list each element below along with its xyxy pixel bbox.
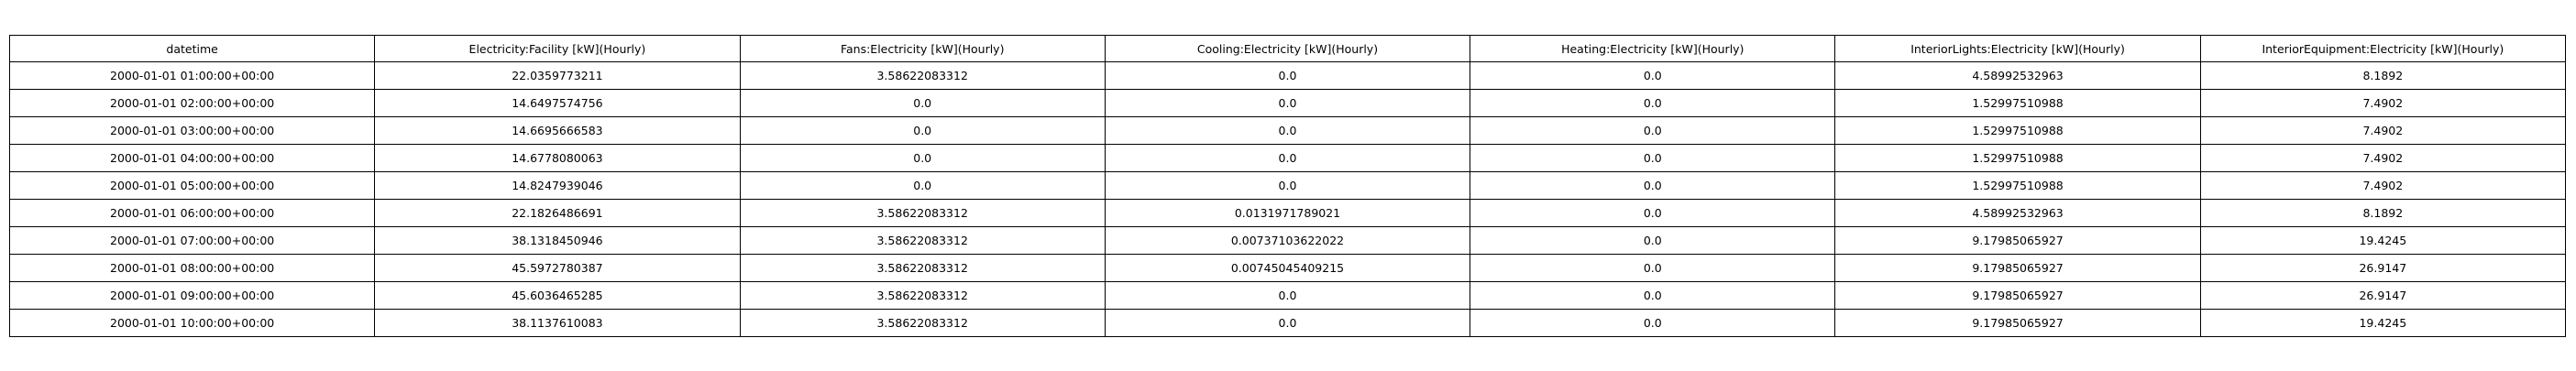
column-header-cooling-electricity: Cooling:Electricity [kW](Hourly) — [1104, 35, 1471, 62]
cell-interior-lights-electricity: 1.52997510988 — [1834, 171, 2201, 200]
table-row: 2000-01-01 09:00:00+00:00 45.6036465285 3.… — [8, 281, 2567, 310]
cell-interior-equipment-electricity: 26.9147 — [2199, 281, 2567, 310]
cell-fans-electricity: 0.0 — [739, 89, 1106, 117]
cell-fans-electricity: 3.58622083312 — [739, 199, 1106, 227]
table-row: 2000-01-01 05:00:00+00:00 14.8247939046 0.… — [8, 171, 2567, 200]
cell-datetime: 2000-01-01 09:00:00+00:00 — [8, 281, 376, 310]
cell-electricity-facility: 38.1318450946 — [374, 226, 741, 255]
cell-heating-electricity: 0.0 — [1470, 309, 1836, 337]
cell-electricity-facility: 38.1137610083 — [374, 309, 741, 337]
cell-cooling-electricity: 0.00737103622022 — [1104, 226, 1471, 255]
cell-heating-electricity: 0.0 — [1470, 89, 1836, 117]
cell-datetime: 2000-01-01 06:00:00+00:00 — [8, 199, 376, 227]
cell-heating-electricity: 0.0 — [1470, 226, 1836, 255]
cell-heating-electricity: 0.0 — [1470, 254, 1836, 282]
cell-electricity-facility: 14.6778080063 — [374, 144, 741, 172]
cell-heating-electricity: 0.0 — [1470, 116, 1836, 145]
table-header: datetime Electricity:Facility [kW](Hourl… — [8, 35, 2567, 62]
cell-fans-electricity: 3.58622083312 — [739, 226, 1106, 255]
cell-heating-electricity: 0.0 — [1470, 199, 1836, 227]
cell-datetime: 2000-01-01 04:00:00+00:00 — [8, 144, 376, 172]
column-header-interior-equipment-electricity: InteriorEquipment:Electricity [kW](Hourl… — [2199, 35, 2567, 62]
cell-cooling-electricity: 0.0 — [1104, 144, 1471, 172]
cell-electricity-facility: 45.6036465285 — [374, 281, 741, 310]
cell-electricity-facility: 22.0359773211 — [374, 61, 741, 90]
column-header-electricity-facility: Electricity:Facility [kW](Hourly) — [374, 35, 741, 62]
cell-heating-electricity: 0.0 — [1470, 144, 1836, 172]
cell-cooling-electricity: 0.0131971789021 — [1104, 199, 1471, 227]
cell-interior-lights-electricity: 9.17985065927 — [1834, 281, 2201, 310]
cell-interior-lights-electricity: 4.58992532963 — [1834, 199, 2201, 227]
cell-electricity-facility: 14.8247939046 — [374, 171, 741, 200]
column-header-heating-electricity: Heating:Electricity [kW](Hourly) — [1470, 35, 1836, 62]
cell-interior-equipment-electricity: 7.4902 — [2199, 116, 2567, 145]
cell-interior-equipment-electricity: 19.4245 — [2199, 309, 2567, 337]
cell-interior-equipment-electricity: 8.1892 — [2199, 199, 2567, 227]
cell-interior-equipment-electricity: 19.4245 — [2199, 226, 2567, 255]
cell-interior-lights-electricity: 9.17985065927 — [1834, 309, 2201, 337]
cell-interior-equipment-electricity: 26.9147 — [2199, 254, 2567, 282]
cell-heating-electricity: 0.0 — [1470, 171, 1836, 200]
table-row: 2000-01-01 10:00:00+00:00 38.1137610083 3.… — [8, 309, 2567, 337]
cell-datetime: 2000-01-01 05:00:00+00:00 — [8, 171, 376, 200]
table-row: 2000-01-01 01:00:00+00:00 22.0359773211 3.… — [8, 61, 2567, 90]
column-header-datetime: datetime — [8, 35, 376, 62]
table-row: 2000-01-01 04:00:00+00:00 14.6778080063 0.… — [8, 144, 2567, 172]
cell-cooling-electricity: 0.0 — [1104, 89, 1471, 117]
cell-datetime: 2000-01-01 03:00:00+00:00 — [8, 116, 376, 145]
cell-datetime: 2000-01-01 02:00:00+00:00 — [8, 89, 376, 117]
cell-fans-electricity: 3.58622083312 — [739, 61, 1106, 90]
cell-datetime: 2000-01-01 08:00:00+00:00 — [8, 254, 376, 282]
cell-heating-electricity: 0.0 — [1470, 281, 1836, 310]
cell-fans-electricity: 0.0 — [739, 144, 1106, 172]
cell-fans-electricity: 3.58622083312 — [739, 254, 1106, 282]
column-header-interior-lights-electricity: InteriorLights:Electricity [kW](Hourly) — [1834, 35, 2201, 62]
cell-interior-lights-electricity: 1.52997510988 — [1834, 89, 2201, 117]
cell-cooling-electricity: 0.0 — [1104, 61, 1471, 90]
cell-datetime: 2000-01-01 10:00:00+00:00 — [8, 309, 376, 337]
cell-fans-electricity: 0.0 — [739, 116, 1106, 145]
table-row: 2000-01-01 02:00:00+00:00 14.6497574756 0.… — [8, 89, 2567, 117]
cell-electricity-facility: 22.1826486691 — [374, 199, 741, 227]
table-row: 2000-01-01 03:00:00+00:00 14.6695666583 0.… — [8, 116, 2567, 145]
cell-cooling-electricity: 0.00745045409215 — [1104, 254, 1471, 282]
cell-interior-equipment-electricity: 8.1892 — [2199, 61, 2567, 90]
cell-heating-electricity: 0.0 — [1470, 61, 1836, 90]
cell-electricity-facility: 14.6695666583 — [374, 116, 741, 145]
cell-interior-lights-electricity: 4.58992532963 — [1834, 61, 2201, 90]
data-table: datetime Electricity:Facility [kW](Hourl… — [8, 35, 2567, 337]
cell-interior-lights-electricity: 1.52997510988 — [1834, 116, 2201, 145]
cell-interior-equipment-electricity: 7.4902 — [2199, 171, 2567, 200]
cell-interior-equipment-electricity: 7.4902 — [2199, 89, 2567, 117]
table-body: 2000-01-01 01:00:00+00:00 22.0359773211 3.… — [8, 61, 2567, 337]
cell-interior-lights-electricity: 1.52997510988 — [1834, 144, 2201, 172]
cell-electricity-facility: 14.6497574756 — [374, 89, 741, 117]
cell-datetime: 2000-01-01 07:00:00+00:00 — [8, 226, 376, 255]
cell-datetime: 2000-01-01 01:00:00+00:00 — [8, 61, 376, 90]
cell-fans-electricity: 3.58622083312 — [739, 309, 1106, 337]
cell-interior-lights-electricity: 9.17985065927 — [1834, 254, 2201, 282]
cell-cooling-electricity: 0.0 — [1104, 281, 1471, 310]
header-row: datetime Electricity:Facility [kW](Hourl… — [8, 35, 2567, 62]
cell-fans-electricity: 0.0 — [739, 171, 1106, 200]
cell-cooling-electricity: 0.0 — [1104, 116, 1471, 145]
cell-electricity-facility: 45.5972780387 — [374, 254, 741, 282]
cell-interior-equipment-electricity: 7.4902 — [2199, 144, 2567, 172]
table-row: 2000-01-01 06:00:00+00:00 22.1826486691 3.… — [8, 199, 2567, 227]
column-header-fans-electricity: Fans:Electricity [kW](Hourly) — [739, 35, 1106, 62]
table-row: 2000-01-01 07:00:00+00:00 38.1318450946 3.… — [8, 226, 2567, 255]
cell-cooling-electricity: 0.0 — [1104, 171, 1471, 200]
cell-fans-electricity: 3.58622083312 — [739, 281, 1106, 310]
cell-interior-lights-electricity: 9.17985065927 — [1834, 226, 2201, 255]
cell-cooling-electricity: 0.0 — [1104, 309, 1471, 337]
table-row: 2000-01-01 08:00:00+00:00 45.5972780387 3.… — [8, 254, 2567, 282]
